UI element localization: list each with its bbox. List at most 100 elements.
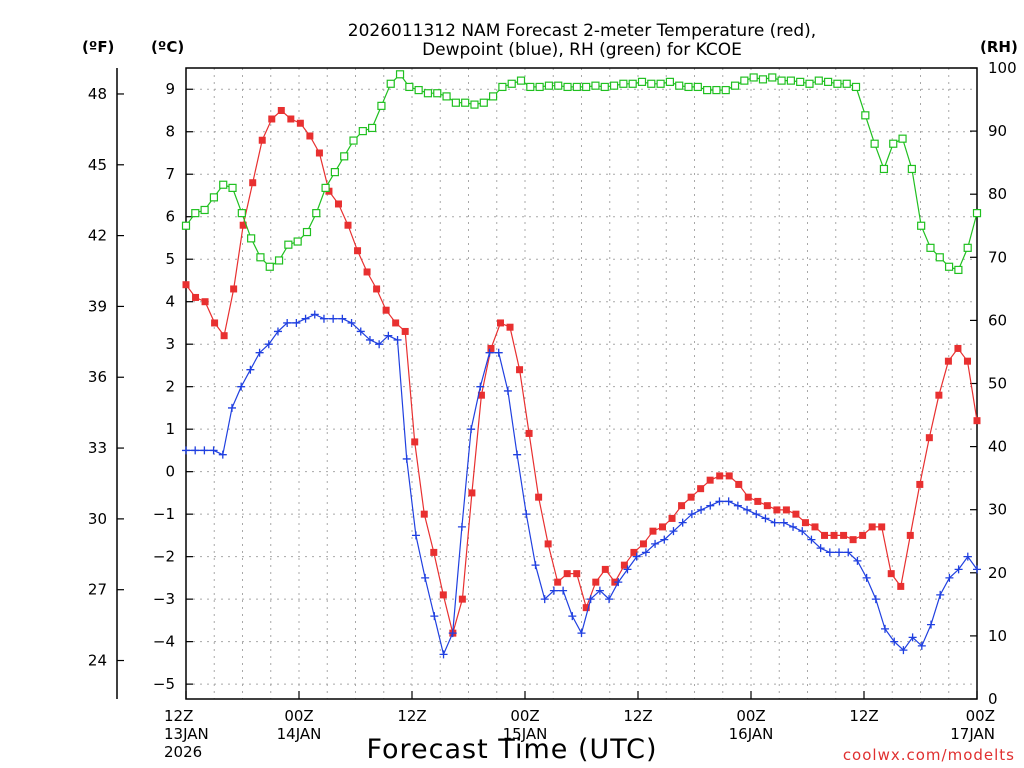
temperature-point xyxy=(411,438,419,446)
dewpoint-point xyxy=(798,527,807,536)
chart-title: 2026011312 NAM Forecast 2-meter Temperat… xyxy=(348,21,816,60)
rh-point xyxy=(200,205,209,215)
time-tick-label: 13JAN xyxy=(164,725,209,743)
dewpoint-point xyxy=(853,556,862,565)
dewpoint-point xyxy=(908,633,917,642)
fahrenheit-tick-label: 48 xyxy=(88,85,107,103)
time-tick-label: 12Z xyxy=(623,707,652,725)
temperature-point xyxy=(182,281,190,289)
rh-point xyxy=(740,76,749,85)
series-temperature xyxy=(182,106,981,637)
temperature-point xyxy=(811,523,819,531)
rh-point xyxy=(814,76,823,85)
dewpoint-point xyxy=(881,624,890,633)
rh-point xyxy=(414,85,423,95)
temperature-point xyxy=(239,221,247,229)
dewpoint-point xyxy=(218,450,227,459)
fahrenheit-tick-label: 39 xyxy=(88,297,107,315)
temperature-point xyxy=(287,115,295,123)
rh-point xyxy=(386,79,395,88)
dewpoint-point xyxy=(577,629,586,638)
rh-point xyxy=(647,79,656,88)
dewpoint-line xyxy=(186,313,978,657)
rh-point xyxy=(972,209,982,218)
rh-point xyxy=(600,82,609,92)
dewpoint-point xyxy=(605,595,614,604)
dewpoint-point xyxy=(347,318,356,327)
rh-tick-label: 70 xyxy=(988,248,1007,266)
dewpoint-point xyxy=(936,590,945,599)
temperature-point xyxy=(716,472,724,480)
rh-point xyxy=(312,209,321,218)
rh-point xyxy=(768,73,777,82)
dewpoint-point xyxy=(411,531,420,540)
rh-point xyxy=(470,100,479,109)
temperature-point xyxy=(544,540,552,548)
dewpoint-point xyxy=(522,510,531,519)
dewpoint-point xyxy=(687,510,696,519)
temperature-point xyxy=(258,136,266,144)
rh-point xyxy=(395,70,405,79)
dewpoint-point xyxy=(540,595,549,604)
dewpoint-point xyxy=(835,548,844,557)
time-tick-label: 17JAN xyxy=(950,725,995,743)
temperature-point xyxy=(849,536,857,544)
celsius-tick-label: 1 xyxy=(165,420,175,438)
grid-lines xyxy=(186,68,977,699)
dewpoint-point xyxy=(945,573,954,582)
dewpoint-point xyxy=(384,331,393,340)
dewpoint-point xyxy=(724,497,733,506)
temperature-point xyxy=(925,434,933,442)
temperature-point xyxy=(392,319,400,327)
temperature-point xyxy=(725,472,733,480)
temperature-point xyxy=(306,132,314,140)
dewpoint-point xyxy=(559,586,568,595)
rh-point xyxy=(703,85,712,95)
series-layer xyxy=(181,70,982,659)
rh-point xyxy=(256,253,265,262)
dewpoint-point xyxy=(816,544,825,553)
celsius-tick-label: −2 xyxy=(153,548,175,566)
temperature-point xyxy=(506,323,514,331)
celsius-tick-label: 6 xyxy=(165,208,175,226)
dewpoint-point xyxy=(301,314,310,323)
rh-point xyxy=(572,82,581,92)
temperature-point xyxy=(354,247,362,255)
dewpoint-point xyxy=(568,612,577,621)
time-tick-label: 15JAN xyxy=(503,725,548,743)
series-dewpoint xyxy=(182,310,981,659)
dewpoint-point xyxy=(632,552,641,561)
rh-point xyxy=(507,79,516,88)
dewpoint-point xyxy=(669,527,678,536)
dewpoint-point xyxy=(660,535,669,544)
temperature-point xyxy=(516,366,524,374)
rh-point xyxy=(917,221,926,230)
temperature-point xyxy=(954,344,962,352)
title-line-1: 2026011312 NAM Forecast 2-meter Temperat… xyxy=(348,21,816,41)
temperature-point xyxy=(420,510,428,518)
time-tick-label: 00Z xyxy=(736,707,765,725)
rh-point xyxy=(628,79,637,88)
dewpoint-point xyxy=(457,522,466,531)
dewpoint-point xyxy=(503,386,512,395)
temperature-point xyxy=(344,221,352,229)
temperature-point xyxy=(249,179,257,187)
fahrenheit-axis: 24 27 30 33 36 39 42 45 48 xyxy=(88,85,124,670)
temperature-point xyxy=(192,293,200,301)
rh-point xyxy=(274,256,284,265)
temperature-point xyxy=(401,327,409,335)
rh-point xyxy=(851,82,861,92)
dewpoint-point xyxy=(789,522,798,531)
rh-tick-label: 100 xyxy=(988,59,1017,77)
dewpoint-point xyxy=(200,446,209,455)
series-rh xyxy=(181,70,982,275)
dewpoint-point xyxy=(743,505,752,514)
celsius-tick-label: 2 xyxy=(165,378,175,396)
rh-point xyxy=(796,77,805,86)
dewpoint-point xyxy=(393,335,402,344)
celsius-tick-label: −4 xyxy=(153,633,175,651)
fahrenheit-tick-label: 42 xyxy=(88,227,107,245)
temperature-point xyxy=(487,344,495,352)
dewpoint-point xyxy=(421,573,430,582)
temperature-point xyxy=(563,570,571,578)
